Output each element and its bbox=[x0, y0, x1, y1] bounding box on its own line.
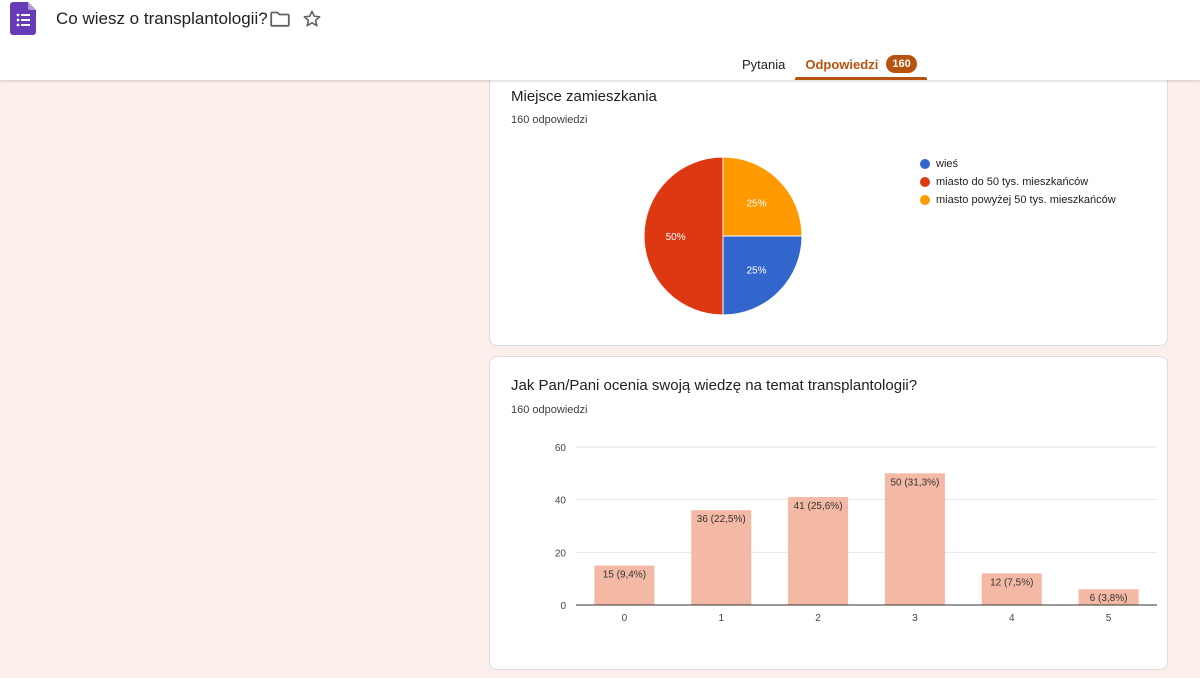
x-tick-label: 1 bbox=[718, 613, 724, 624]
pie-slice[interactable] bbox=[722, 156, 803, 237]
bar-chart: 0 20 40 60 15 (9,4%) 0 36 (22,5%) 1 41 (25,6%) 2 5… bbox=[555, 443, 1157, 624]
legend-label: miasto do 50 tys. mieszkańców bbox=[936, 176, 1089, 188]
bar[interactable] bbox=[884, 473, 945, 605]
legend-label: wieś bbox=[936, 158, 959, 170]
star-button[interactable] bbox=[301, 8, 323, 30]
pie-slice[interactable] bbox=[643, 156, 724, 316]
legend-item[interactable]: miasto powyżej 50 tys. mieszkańców bbox=[920, 191, 1116, 209]
pie-legend: wieś miasto do 50 tys. mieszkańców miasto … bbox=[920, 155, 1116, 209]
form-title[interactable]: Co wiesz o transplantologii? bbox=[56, 9, 268, 28]
bar[interactable] bbox=[981, 573, 1042, 605]
tab-responses[interactable]: Odpowiedzi 160 bbox=[795, 50, 928, 80]
legend-swatch bbox=[920, 195, 930, 205]
response-count: 160 odpowiedzi bbox=[511, 404, 588, 416]
tab-questions-label: Pytania bbox=[742, 57, 786, 72]
question-summary-card: Miejsce zamieszkania 160 odpowiedzi 25% 5… bbox=[489, 60, 1168, 346]
form-tabs: Pytania Odpowiedzi 160 bbox=[732, 50, 928, 80]
star-icon bbox=[303, 10, 321, 27]
forms-icon[interactable] bbox=[10, 2, 36, 35]
bar-data-label: 36 (22,5%) bbox=[697, 514, 746, 525]
bar-data-label: 6 (3,8%) bbox=[1090, 593, 1128, 604]
y-tick-label: 40 bbox=[555, 496, 567, 507]
question-summary-card: Jak Pan/Pani ocenia swoją wiedzę na tema… bbox=[489, 356, 1168, 670]
move-to-folder-button[interactable] bbox=[269, 8, 291, 30]
legend-item[interactable]: miasto do 50 tys. mieszkańców bbox=[920, 173, 1116, 191]
pie-slice-label: 50% bbox=[666, 232, 686, 243]
y-tick-label: 60 bbox=[555, 443, 567, 454]
pie-slice-label: 25% bbox=[747, 266, 767, 277]
tab-questions[interactable]: Pytania bbox=[732, 50, 795, 80]
y-tick-label: 0 bbox=[560, 601, 566, 612]
tab-responses-label: Odpowiedzi bbox=[805, 57, 879, 72]
x-tick-label: 5 bbox=[1106, 613, 1112, 624]
x-tick-label: 0 bbox=[622, 613, 628, 624]
folder-icon bbox=[270, 11, 290, 27]
y-tick-label: 20 bbox=[555, 548, 567, 559]
response-count: 160 odpowiedzi bbox=[511, 114, 588, 126]
bar-data-label: 50 (31,3%) bbox=[890, 477, 939, 488]
bar[interactable] bbox=[788, 497, 849, 605]
bar[interactable] bbox=[691, 510, 752, 605]
legend-swatch bbox=[920, 159, 930, 169]
pie-chart: 25% 50% 25% bbox=[643, 156, 803, 316]
legend-swatch bbox=[920, 177, 930, 187]
bar-data-label: 12 (7,5%) bbox=[990, 577, 1033, 588]
question-title: Jak Pan/Pani ocenia swoją wiedzę na tema… bbox=[511, 377, 918, 394]
pie-slice[interactable] bbox=[722, 235, 803, 316]
legend-label: miasto powyżej 50 tys. mieszkańców bbox=[936, 194, 1116, 206]
bar[interactable] bbox=[594, 565, 655, 606]
legend-item[interactable]: wieś bbox=[920, 155, 1116, 173]
x-tick-label: 3 bbox=[912, 613, 918, 624]
responses-count-badge: 160 bbox=[886, 55, 917, 73]
bar[interactable] bbox=[1078, 589, 1139, 605]
x-tick-label: 4 bbox=[1009, 613, 1015, 624]
x-tick-label: 2 bbox=[815, 613, 821, 624]
pie-slice-label: 25% bbox=[747, 198, 767, 209]
question-title: Miejsce zamieszkania bbox=[511, 88, 657, 105]
bar-data-label: 15 (9,4%) bbox=[603, 570, 646, 581]
bar-data-label: 41 (25,6%) bbox=[794, 501, 843, 512]
app-header: Co wiesz o transplantologii? Pytania Odp… bbox=[0, 0, 1200, 80]
